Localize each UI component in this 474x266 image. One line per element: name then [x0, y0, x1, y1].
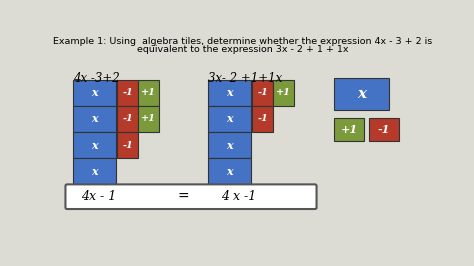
Text: x: x	[226, 113, 233, 124]
Bar	[334, 78, 389, 110]
Text: 4x -3+2: 4x -3+2	[73, 72, 120, 85]
Bar	[73, 80, 116, 106]
Text: x: x	[91, 113, 98, 124]
Text: -1: -1	[122, 88, 133, 97]
Text: equivalent to the expression 3x - 2 + 1 + 1x: equivalent to the expression 3x - 2 + 1 …	[137, 45, 349, 54]
Text: x: x	[91, 166, 98, 177]
Text: +1: +1	[141, 114, 156, 123]
Bar	[369, 118, 399, 141]
Text: -1: -1	[378, 124, 390, 135]
Bar	[334, 118, 364, 141]
Text: +1: +1	[141, 88, 156, 97]
Bar	[138, 80, 159, 106]
Bar	[273, 80, 294, 106]
Text: x: x	[226, 87, 233, 98]
Text: Example 1: Using  algebra tiles, determine whether the expression 4x - 3 + 2 is: Example 1: Using algebra tiles, determin…	[53, 37, 433, 46]
Bar	[252, 80, 273, 106]
Bar	[252, 106, 273, 132]
Bar	[208, 106, 251, 132]
Text: =: =	[178, 190, 190, 204]
Text: 4x - 1: 4x - 1	[81, 190, 116, 203]
Text: 3x- 2 +1+1x: 3x- 2 +1+1x	[208, 72, 283, 85]
Text: -1: -1	[122, 114, 133, 123]
Text: x: x	[91, 140, 98, 151]
Bar	[118, 106, 138, 132]
Bar	[208, 80, 251, 106]
Bar	[73, 158, 116, 184]
Text: x: x	[226, 166, 233, 177]
Text: +1: +1	[276, 88, 291, 97]
Text: -1: -1	[257, 88, 268, 97]
FancyBboxPatch shape	[65, 184, 317, 209]
Text: -1: -1	[122, 141, 133, 149]
Text: x: x	[226, 140, 233, 151]
Bar	[118, 80, 138, 106]
Text: x: x	[91, 87, 98, 98]
Bar	[118, 132, 138, 158]
Bar	[73, 132, 116, 158]
Text: x: x	[357, 87, 366, 101]
Text: -1: -1	[257, 114, 268, 123]
Bar	[73, 106, 116, 132]
Bar	[208, 158, 251, 184]
Text: 4 x -1: 4 x -1	[221, 190, 256, 203]
Bar	[208, 132, 251, 158]
Bar	[138, 106, 159, 132]
Text: +1: +1	[340, 124, 358, 135]
